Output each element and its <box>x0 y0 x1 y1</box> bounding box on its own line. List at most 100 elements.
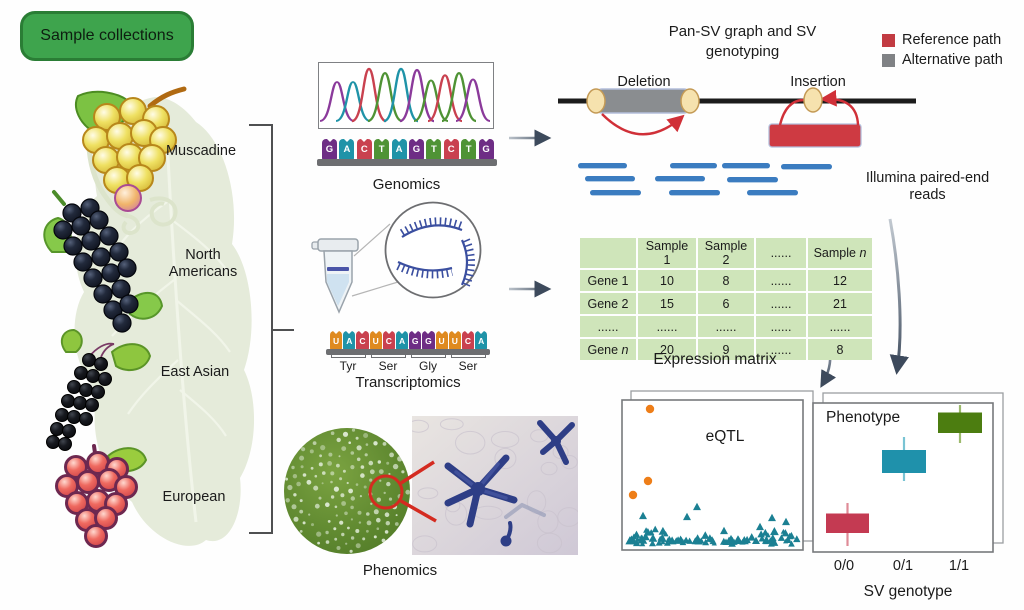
base-tile-T: T <box>426 139 442 160</box>
matrix-cell: 15 <box>638 293 696 314</box>
sv-genotype-axis-label: SV genotype <box>863 583 953 600</box>
insertion-label: Insertion <box>790 74 846 90</box>
matrix-cell: ...... <box>756 339 806 360</box>
codon-group: Ser <box>368 352 408 373</box>
codon-label: Ser <box>378 359 398 373</box>
expression-matrix-caption: Expression matrix <box>653 351 777 368</box>
transcriptomics-label: Transcriptomics <box>355 374 461 391</box>
matrix-header-cell <box>580 238 636 268</box>
reference-path-swatch <box>882 33 895 47</box>
genotype-label-0-1: 0/1 <box>892 558 914 574</box>
muscadine-grapes <box>75 86 187 212</box>
illumina-reads-label: Illumina paired-end reads <box>865 170 990 204</box>
phenotype-panel <box>812 392 1004 553</box>
matrix-cell: Gene 2 <box>580 293 636 314</box>
codon-bracket <box>330 352 366 358</box>
matrix-cell: 10 <box>638 270 696 291</box>
alternative-path-swatch <box>882 53 895 67</box>
codon-group: Tyr <box>328 352 368 373</box>
boxplot <box>826 405 982 546</box>
base-tile-C: C <box>461 331 475 350</box>
base-tile-G: G <box>322 139 337 160</box>
box-0-1 <box>882 450 926 473</box>
matrix-cell: ...... <box>756 316 806 337</box>
codon-label: Ser <box>458 359 478 373</box>
grape-label-east-asian: East Asian <box>160 364 230 380</box>
legend-reference-path: Reference path <box>882 30 1003 50</box>
matrix-cell: 12 <box>808 270 872 291</box>
codon-bracket <box>450 352 486 358</box>
base-tile-C: C <box>443 139 459 160</box>
reads-to-phenotype-arrow <box>888 218 909 375</box>
phenomics-leaf-disc <box>284 428 410 554</box>
eqtl-outlier <box>628 490 638 500</box>
eqtl-label: eQTL <box>705 428 745 445</box>
matrix-cell: ...... <box>580 316 636 337</box>
grape-label-european: European <box>162 489 226 505</box>
matrix-cell: Gene n <box>580 339 636 360</box>
sample-bracket <box>249 124 294 534</box>
base-tile-G: G <box>409 331 422 350</box>
codon-label: Gly <box>419 359 437 373</box>
rna-magnifier <box>384 201 482 299</box>
eqtl-outlier <box>643 476 653 486</box>
deletion-label: Deletion <box>617 74 671 90</box>
alternative-path-label: Alternative path <box>902 52 1003 68</box>
matrix-header-cell: Sample 2 <box>698 238 754 268</box>
base-tile-T: T <box>374 139 390 160</box>
matrix-cell: ...... <box>698 316 754 337</box>
chromatogram-peaks <box>318 67 492 123</box>
box-1-1 <box>938 412 982 433</box>
matrix-cell: 21 <box>808 293 872 314</box>
base-tile-G: G <box>478 139 494 160</box>
expression-matrix-table: Sample 1 Sample 2...... Sample n Gene 1 10 8.… <box>578 236 874 362</box>
genotype-label-1-1: 1/1 <box>948 558 970 574</box>
deletion-alt-path <box>595 88 691 114</box>
european-grapes <box>55 444 148 548</box>
base-tile-U: U <box>448 331 461 350</box>
base-tile-T: T <box>461 139 477 160</box>
codon-label: Tyr <box>339 359 357 373</box>
genomics-label: Genomics <box>372 176 441 193</box>
matrix-cell: ...... <box>808 316 872 337</box>
phenomics-annotation <box>368 460 437 523</box>
base-tile-A: A <box>343 331 356 350</box>
paired-end-reads <box>578 163 832 196</box>
matrix-cell: 8 <box>698 270 754 291</box>
pale-leaf-background <box>74 97 255 546</box>
base-tile-C: C <box>382 331 395 350</box>
base-tile-C: C <box>356 331 369 350</box>
eqtl-outlier <box>645 404 655 414</box>
base-tile-U: U <box>435 331 448 350</box>
pan-sv-title: Pan-SV graph and SV genotyping <box>668 23 817 61</box>
phenotype-label: Phenotype <box>826 409 901 426</box>
base-tile-U: U <box>369 331 382 350</box>
codon-group: Ser <box>448 352 488 373</box>
reference-path-label: Reference path <box>902 32 1002 48</box>
base-tile-G: G <box>422 331 435 350</box>
matrix-cell: 8 <box>808 339 872 360</box>
east-asian-grapes <box>46 328 152 451</box>
matrix-cell: Gene 1 <box>580 270 636 291</box>
graph-nodes <box>586 87 823 114</box>
matrix-cell: ...... <box>756 270 806 291</box>
codon-group: Gly <box>408 352 448 373</box>
tube-illustration <box>311 223 399 314</box>
matrix-header-cell: Sample 1 <box>638 238 696 268</box>
dna-backbone <box>317 159 497 166</box>
matrix-header-cell: Sample n <box>808 238 872 268</box>
matrix-header-cell: ...... <box>756 238 806 268</box>
sanger-chromatogram <box>318 62 494 129</box>
path-legend: Reference path Alternative path <box>882 30 1003 70</box>
matrix-cell: 6 <box>698 293 754 314</box>
codon-row: Tyr Ser Gly Ser <box>328 352 488 373</box>
rna-backbone <box>326 349 490 355</box>
pan-sv-graph <box>558 87 916 148</box>
box-0-0 <box>826 513 869 533</box>
phenomics-label: Phenomics <box>362 562 438 579</box>
